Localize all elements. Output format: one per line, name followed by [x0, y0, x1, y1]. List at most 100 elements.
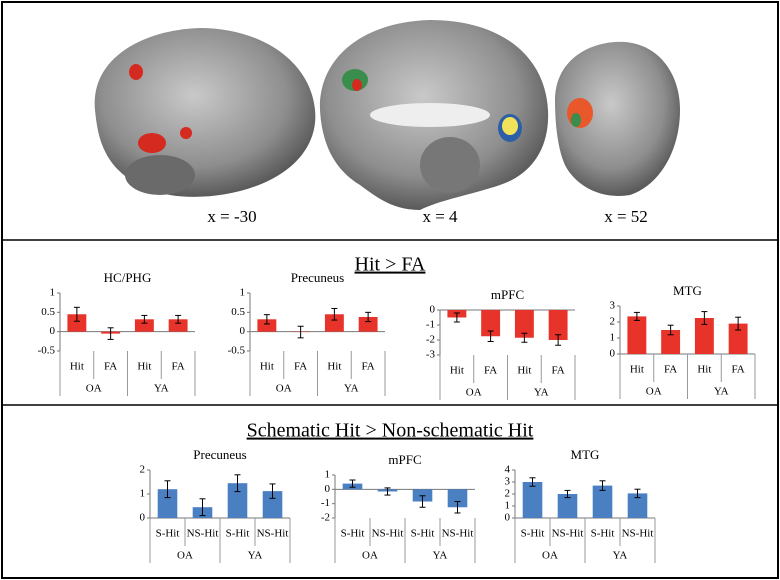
- group-label: OA: [362, 550, 378, 562]
- bar: [67, 314, 87, 332]
- section-title: Hit > FA: [355, 254, 426, 276]
- y-tick-label: 1: [505, 500, 511, 512]
- bar: [661, 330, 681, 354]
- x-tick-label: S-Hit: [521, 528, 545, 540]
- x-tick-label: FA: [664, 364, 677, 376]
- x-tick-label: NS-Hit: [372, 528, 404, 540]
- x-tick-label: NS-Hit: [622, 528, 654, 540]
- y-tick-label: -0.5: [38, 345, 56, 357]
- y-tick-label: 1: [325, 469, 331, 481]
- x-tick-label: NS-Hit: [187, 528, 219, 540]
- y-tick-label: -0.5: [228, 345, 246, 357]
- bar: [592, 485, 613, 518]
- group-label: OA: [542, 550, 558, 562]
- bar: [694, 318, 714, 354]
- x-tick-label: Hit: [630, 364, 644, 376]
- y-tick-label: 0: [140, 512, 146, 524]
- brain-images: [94, 20, 680, 210]
- bar: [358, 316, 378, 332]
- activation: [129, 64, 143, 80]
- x-tick-label: Hit: [327, 361, 341, 373]
- bar: [257, 319, 277, 332]
- slice-label: x = -30: [207, 207, 256, 226]
- chart-title: Precuneus: [291, 270, 344, 285]
- activation: [571, 113, 581, 127]
- y-tick-label: 2: [140, 464, 146, 476]
- x-tick-label: FA: [172, 361, 185, 373]
- bar: [227, 483, 248, 518]
- chart-title: mPFC: [388, 452, 421, 467]
- y-tick-label: -2: [426, 334, 435, 346]
- chart-title: mPFC: [491, 287, 524, 302]
- y-tick-label: 0: [505, 512, 511, 524]
- group-label: YA: [248, 550, 263, 562]
- bar: [514, 310, 534, 338]
- bar: [557, 494, 578, 518]
- group-label: YA: [714, 386, 729, 398]
- y-tick-label: 4: [505, 464, 511, 476]
- y-tick-label: -1: [321, 497, 330, 509]
- x-tick-label: S-Hit: [226, 528, 250, 540]
- section-title: Schematic Hit > Non-schematic Hit: [247, 420, 534, 442]
- x-tick-label: FA: [484, 365, 497, 377]
- y-tick-label: 0: [610, 348, 616, 360]
- activation: [138, 133, 166, 153]
- activation: [180, 127, 192, 139]
- x-tick-label: FA: [104, 361, 117, 373]
- group-label: OA: [86, 383, 102, 395]
- y-tick-label: -1: [426, 319, 435, 331]
- y-tick-label: 0: [240, 325, 246, 337]
- bar: [728, 323, 748, 354]
- cerebellum: [125, 155, 195, 195]
- bar: [548, 310, 568, 340]
- bar: [627, 316, 647, 354]
- x-tick-label: Hit: [450, 365, 464, 377]
- chart-title: HC/PHG: [104, 270, 152, 285]
- group-label: OA: [276, 383, 292, 395]
- x-tick-label: S-Hit: [156, 528, 180, 540]
- y-tick-label: 0.5: [41, 306, 55, 318]
- group-label: YA: [613, 550, 628, 562]
- x-tick-label: NS-Hit: [257, 528, 289, 540]
- x-tick-label: S-Hit: [341, 528, 365, 540]
- x-tick-label: Hit: [70, 361, 84, 373]
- group-label: OA: [177, 550, 193, 562]
- y-tick-label: 2: [505, 488, 511, 500]
- group-label: YA: [344, 383, 359, 395]
- x-tick-label: Hit: [137, 361, 151, 373]
- y-tick-label: 1: [140, 488, 146, 500]
- activation: [352, 79, 362, 91]
- bar: [262, 491, 283, 518]
- bar: [168, 319, 188, 332]
- x-tick-label: Hit: [697, 364, 711, 376]
- slice-label: x = 4: [422, 207, 458, 226]
- group-label: YA: [534, 387, 549, 399]
- y-tick-label: 3: [505, 476, 511, 488]
- y-tick-label: 0: [50, 325, 56, 337]
- brainstem: [420, 137, 480, 193]
- bar: [627, 493, 648, 518]
- y-tick-label: 0: [325, 483, 331, 495]
- bar: [522, 482, 543, 518]
- y-tick-label: 1: [610, 332, 616, 344]
- y-tick-label: 1: [50, 287, 56, 299]
- y-tick-label: -3: [426, 349, 436, 361]
- bar: [324, 314, 344, 332]
- group-label: OA: [466, 387, 482, 399]
- x-tick-label: FA: [294, 361, 307, 373]
- chart-title: MTG: [571, 447, 600, 462]
- y-tick-label: 1: [240, 287, 246, 299]
- y-tick-label: -2: [321, 512, 330, 524]
- x-tick-label: FA: [732, 364, 745, 376]
- y-tick-label: 0.5: [231, 306, 245, 318]
- group-label: YA: [154, 383, 169, 395]
- group-label: YA: [433, 550, 448, 562]
- x-tick-label: S-Hit: [591, 528, 615, 540]
- y-tick-label: 2: [610, 316, 616, 328]
- x-tick-label: FA: [362, 361, 375, 373]
- brain-right: [555, 41, 680, 196]
- bar: [447, 489, 468, 508]
- x-tick-label: S-Hit: [411, 528, 435, 540]
- x-tick-label: Hit: [517, 365, 531, 377]
